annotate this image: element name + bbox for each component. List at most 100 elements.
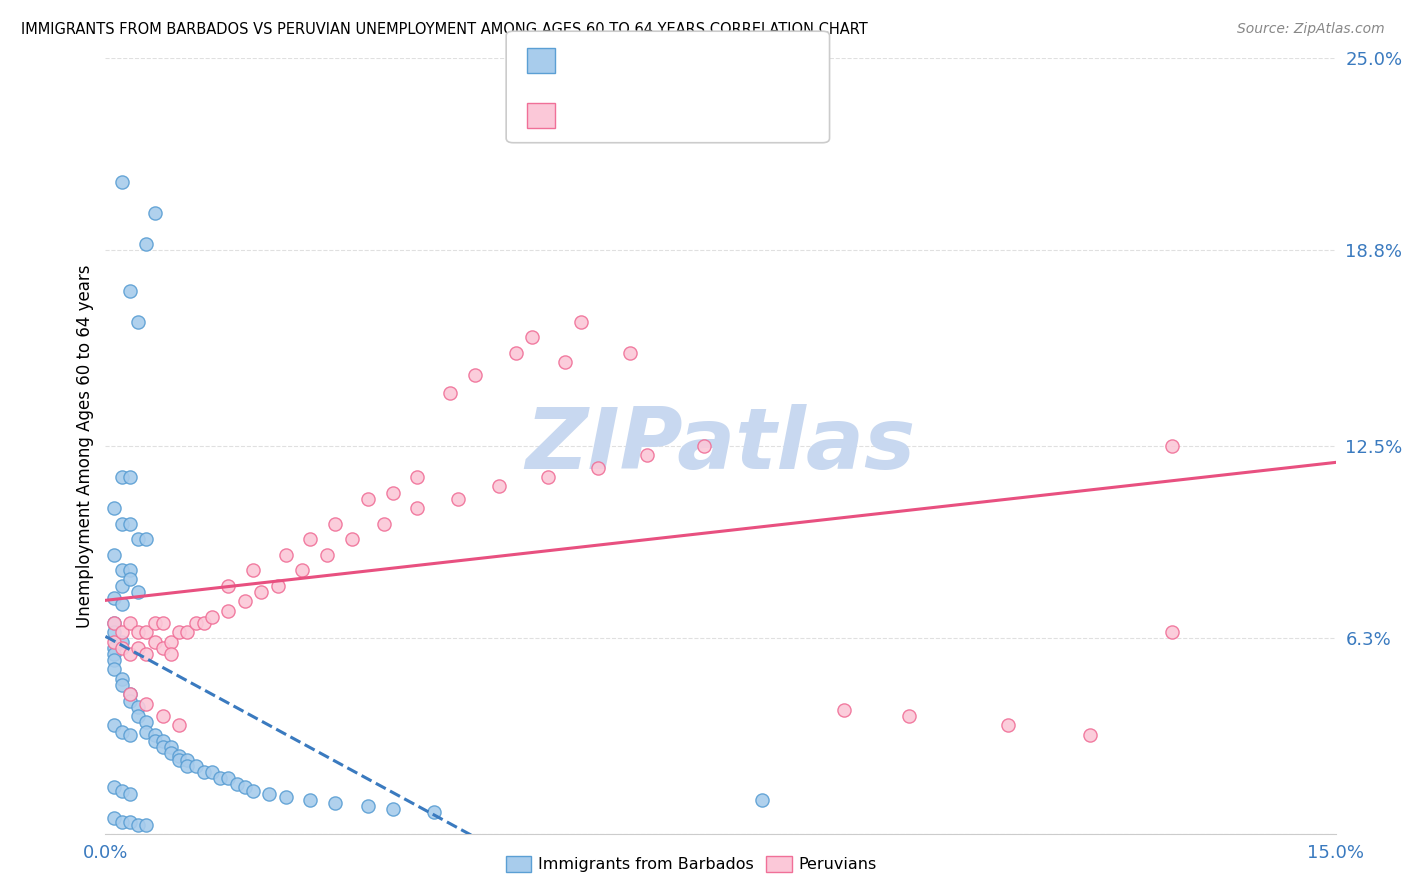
Point (586, 460, 609, 475)
Point (693, 439, 716, 453)
Point (143, 634, 166, 648)
Point (169, 718, 191, 732)
Point (120, 693, 141, 707)
Point (169, 752, 191, 766)
Point (259, 787, 281, 801)
Point (184, 758, 207, 772)
Y-axis label: Unemployment Among Ages 60 to 64 years: Unemployment Among Ages 60 to 64 years (76, 264, 94, 628)
Text: 0.391: 0.391 (596, 106, 651, 124)
Point (201, 609, 224, 624)
Point (267, 579, 290, 593)
Point (135, 818, 157, 832)
Point (127, 625, 149, 640)
Point (120, 787, 141, 801)
Point (103, 647, 125, 661)
Text: 0.117: 0.117 (596, 52, 651, 70)
Point (225, 777, 247, 791)
Point (127, 699, 149, 714)
Point (103, 640, 125, 655)
Point (152, 740, 174, 755)
Point (111, 516, 134, 531)
Point (111, 597, 134, 611)
Point (120, 573, 141, 587)
Point (299, 532, 322, 546)
Point (120, 284, 141, 298)
Point (103, 615, 125, 630)
Point (176, 625, 198, 640)
Point (381, 485, 404, 500)
Point (135, 237, 157, 252)
Point (152, 734, 174, 748)
Point (751, 793, 773, 807)
Point (111, 470, 134, 484)
Point (357, 491, 380, 506)
Point (169, 625, 191, 640)
Point (152, 615, 174, 630)
Point (127, 640, 149, 655)
Point (323, 796, 346, 810)
Text: N =: N = (641, 106, 690, 124)
Point (340, 532, 363, 546)
Point (111, 672, 134, 686)
Point (520, 330, 543, 344)
Point (299, 793, 322, 807)
Point (554, 355, 576, 369)
Text: Peruvians: Peruvians (799, 857, 877, 871)
Point (120, 563, 141, 577)
Point (103, 653, 125, 667)
Point (242, 783, 264, 797)
Point (201, 764, 224, 779)
Point (120, 516, 141, 531)
Point (357, 799, 380, 814)
Point (103, 548, 125, 562)
Point (127, 818, 149, 832)
Point (193, 764, 215, 779)
Point (103, 812, 125, 826)
Point (1078, 728, 1101, 742)
Point (447, 491, 470, 506)
Point (242, 563, 264, 577)
Point (103, 591, 125, 606)
Text: 72: 72 (686, 52, 710, 70)
Point (135, 625, 157, 640)
Point (373, 516, 395, 531)
Point (274, 548, 297, 562)
Point (120, 728, 141, 742)
Point (120, 687, 141, 701)
Point (120, 470, 141, 484)
Point (120, 687, 141, 701)
Point (111, 640, 134, 655)
Point (135, 647, 157, 661)
Point (160, 634, 183, 648)
Text: R =: R = (565, 106, 603, 124)
Point (636, 448, 658, 462)
Point (381, 802, 404, 816)
Point (1160, 625, 1182, 640)
Point (274, 789, 297, 804)
Text: ZIPatlas: ZIPatlas (526, 404, 915, 488)
Point (160, 647, 183, 661)
Point (176, 752, 198, 766)
Point (193, 615, 215, 630)
Point (218, 579, 240, 593)
Point (111, 563, 134, 577)
Point (233, 780, 256, 795)
Point (323, 516, 346, 531)
Point (218, 771, 240, 785)
Point (406, 470, 429, 484)
Point (135, 715, 157, 730)
Point (135, 697, 157, 711)
Point (160, 747, 183, 761)
Point (120, 615, 141, 630)
Point (111, 634, 134, 648)
Point (488, 479, 510, 493)
Point (997, 718, 1019, 732)
Point (169, 749, 191, 764)
Point (160, 740, 183, 755)
Point (120, 814, 141, 829)
Point (152, 709, 174, 723)
Point (505, 346, 527, 360)
Point (143, 728, 166, 742)
Point (1160, 439, 1182, 453)
Point (406, 501, 429, 516)
